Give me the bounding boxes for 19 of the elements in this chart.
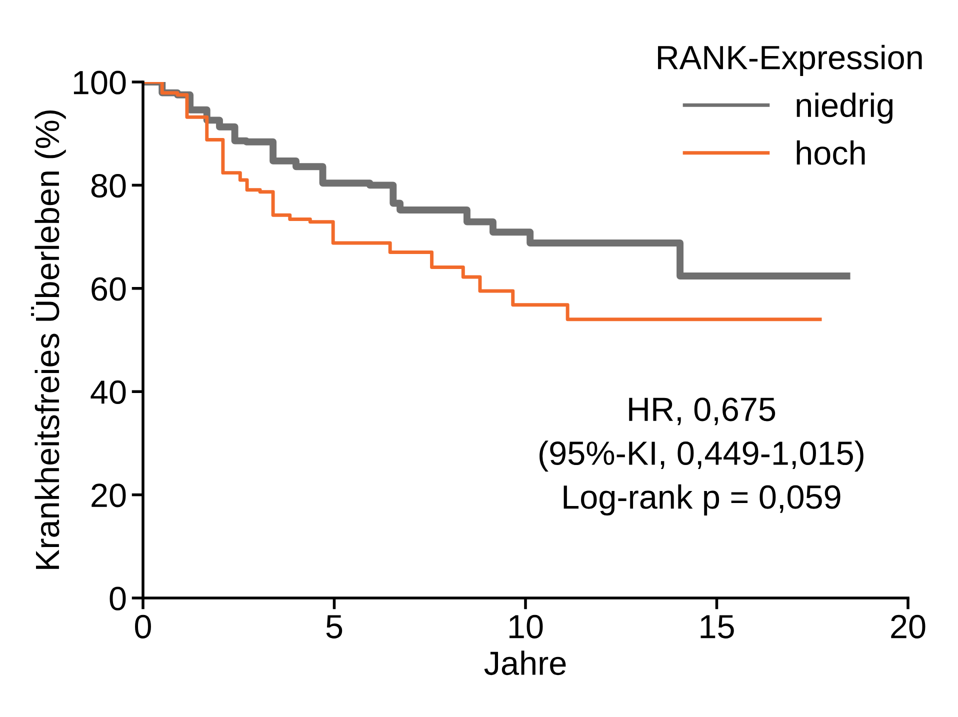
annotation: HR, 0,675 (629, 398, 776, 426)
legend-label: niedrig (796, 92, 892, 124)
annotation: Log-rank p = 0,059 (564, 484, 840, 516)
x-axis-title: Jahre (484, 650, 566, 676)
y-tick-label: 60 (92, 277, 126, 301)
y-tick-label: 40 (90, 380, 126, 404)
y-tick-label: 100 (74, 70, 126, 94)
legend-title: RANK-Expression (658, 44, 922, 76)
y-axis-title: Krankheitsfreies Überleben (%) (31, 110, 66, 569)
x-tick-label: 15 (700, 615, 734, 638)
y-tick-label: 80 (91, 174, 126, 198)
annotation: (95%-KI, 0,449-1,015) (540, 440, 864, 472)
legend-label: hoch (796, 140, 865, 165)
y-tick-label: 0 (110, 586, 126, 610)
x-tick-label: 10 (510, 614, 543, 638)
x-tick-label: 5 (326, 615, 342, 638)
y-tick-label: 20 (92, 484, 126, 508)
x-tick-label: 20 (891, 614, 926, 638)
x-tick-label: 0 (135, 614, 151, 638)
